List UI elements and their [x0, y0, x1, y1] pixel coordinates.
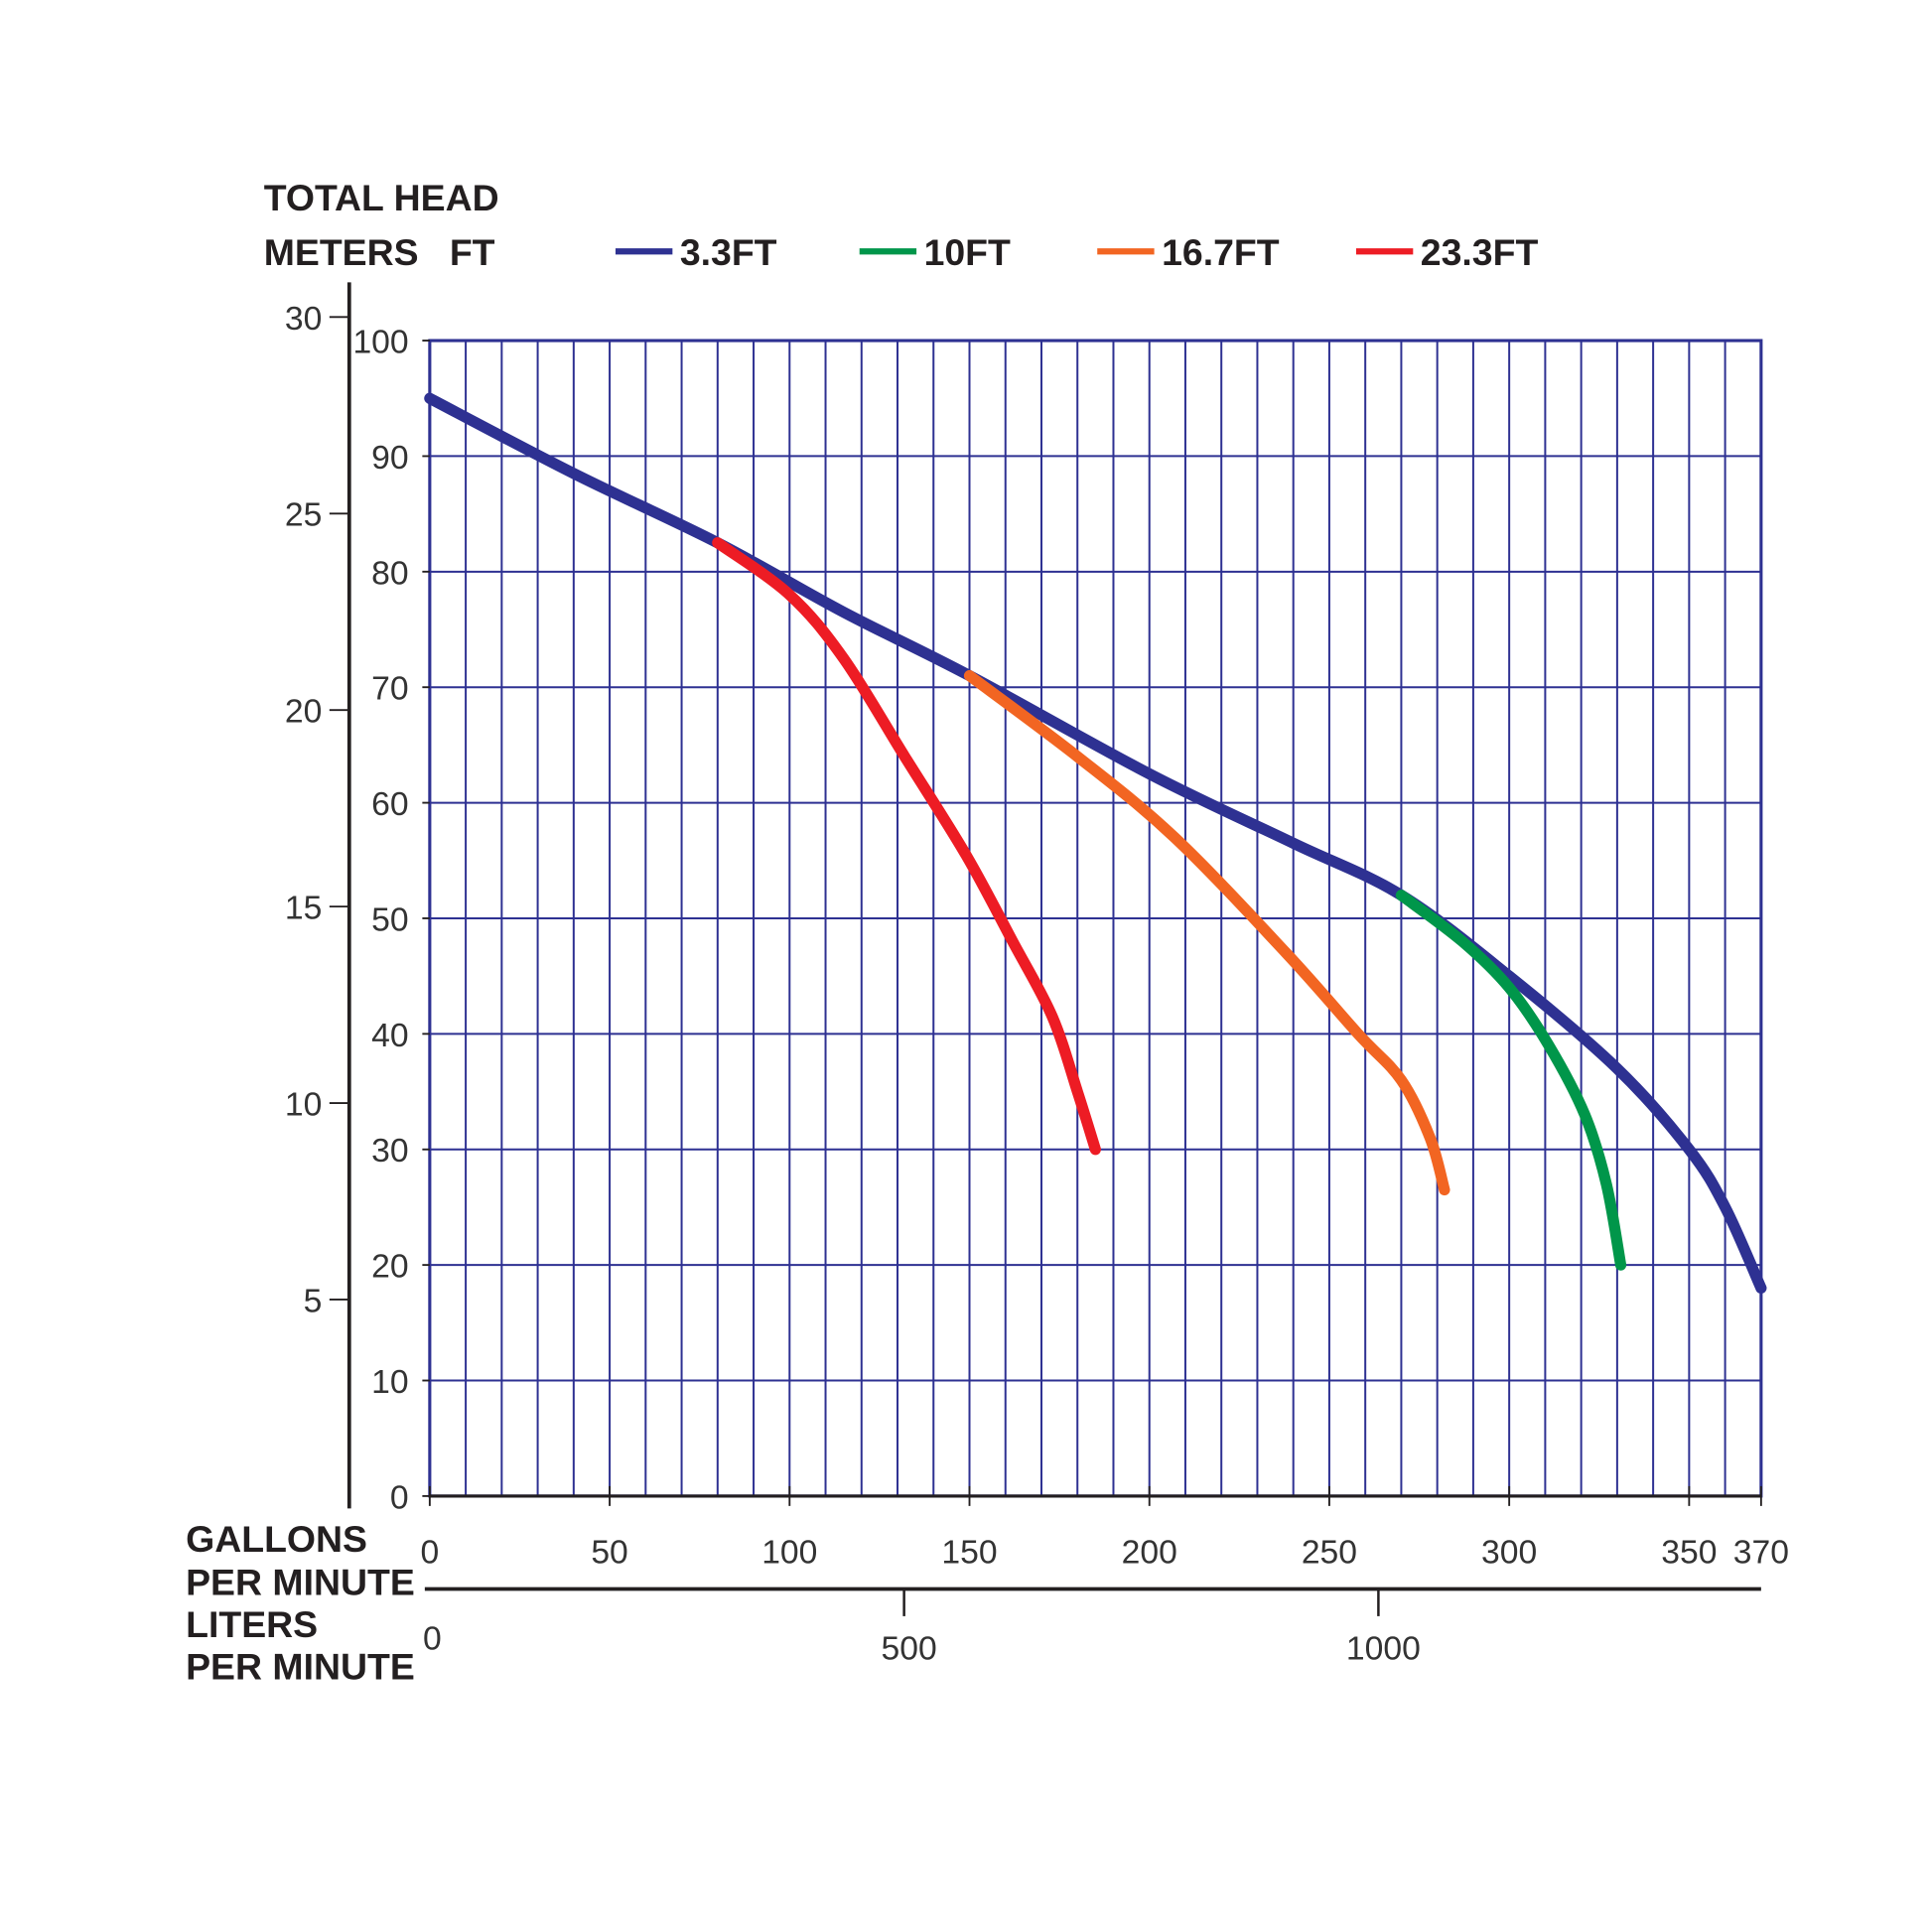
x-tick-label: 150: [941, 1534, 997, 1571]
y-tick-label-m: 5: [304, 1283, 323, 1319]
series-line-10FT: [1395, 890, 1627, 1271]
grid: [428, 339, 1763, 1498]
series-line-23.3FT: [712, 537, 1101, 1156]
x-tick-label: 200: [1122, 1534, 1177, 1571]
y-tick-label-ft: 50: [371, 901, 408, 938]
legend-label: 3.3FT: [680, 231, 777, 273]
y-tick-label-m: 15: [285, 891, 322, 927]
x-tick-label: 250: [1302, 1534, 1357, 1571]
legend-label: 16.7FT: [1162, 231, 1280, 273]
y-tick-label-ft: 10: [371, 1364, 408, 1401]
y-tick-label-m: 10: [285, 1087, 322, 1124]
title-meters: METERS: [264, 231, 419, 273]
xlabel-per-minute: PER MINUTE: [186, 1562, 415, 1603]
y-tick-label-m: 20: [285, 694, 322, 731]
xlabel-liters: LITERS: [186, 1603, 318, 1645]
title-ft: FT: [450, 231, 495, 273]
xlabel-liters-per-minute: PER MINUTE: [186, 1646, 415, 1688]
xlabel-gallons: GALLONS: [186, 1518, 367, 1560]
x-tick-label: 0: [420, 1534, 439, 1571]
x-tick-label: 370: [1733, 1534, 1789, 1571]
x-tick-label: 100: [761, 1534, 817, 1571]
x-tick-label: 350: [1661, 1534, 1717, 1571]
series-line-3.3FT: [424, 392, 1767, 1295]
y-tick-label-ft: 60: [371, 786, 408, 823]
labels: TOTAL HEAD METERS FT GALLONS PER MINUTE …: [186, 177, 499, 1687]
x-tick-label: 300: [1481, 1534, 1537, 1571]
series-line-16.7FT: [963, 669, 1450, 1196]
legend-label: 10FT: [924, 231, 1011, 273]
y-tick-label-ft: 70: [371, 671, 408, 708]
x-tick-label: 50: [591, 1534, 627, 1571]
y-tick-label-m: 30: [285, 301, 322, 338]
y-tick-label-ft: 40: [371, 1018, 408, 1054]
y-tick-label-ft: 80: [371, 555, 408, 592]
lpm-tick-label: 0: [423, 1621, 442, 1658]
lpm-tick-label: 500: [882, 1631, 937, 1668]
legend-label: 23.3FT: [1421, 231, 1539, 273]
series-group: [424, 392, 1767, 1295]
y-tick-label-ft: 0: [390, 1479, 409, 1516]
y-tick-label-ft: 100: [352, 325, 408, 361]
lpm-tick-label: 1000: [1346, 1631, 1421, 1668]
y-tick-label-ft: 20: [371, 1249, 408, 1286]
y-tick-label-m: 25: [285, 497, 322, 534]
y-tick-label-ft: 90: [371, 440, 408, 477]
y-tick-label-ft: 30: [371, 1133, 408, 1170]
legend: 3.3FT 10FT 16.7FT 23.3FT: [615, 231, 1539, 273]
title-total-head: TOTAL HEAD: [264, 177, 499, 218]
axes: 0 50 100 150 200 250 300 350 3700102030405060708…: [285, 282, 1789, 1668]
